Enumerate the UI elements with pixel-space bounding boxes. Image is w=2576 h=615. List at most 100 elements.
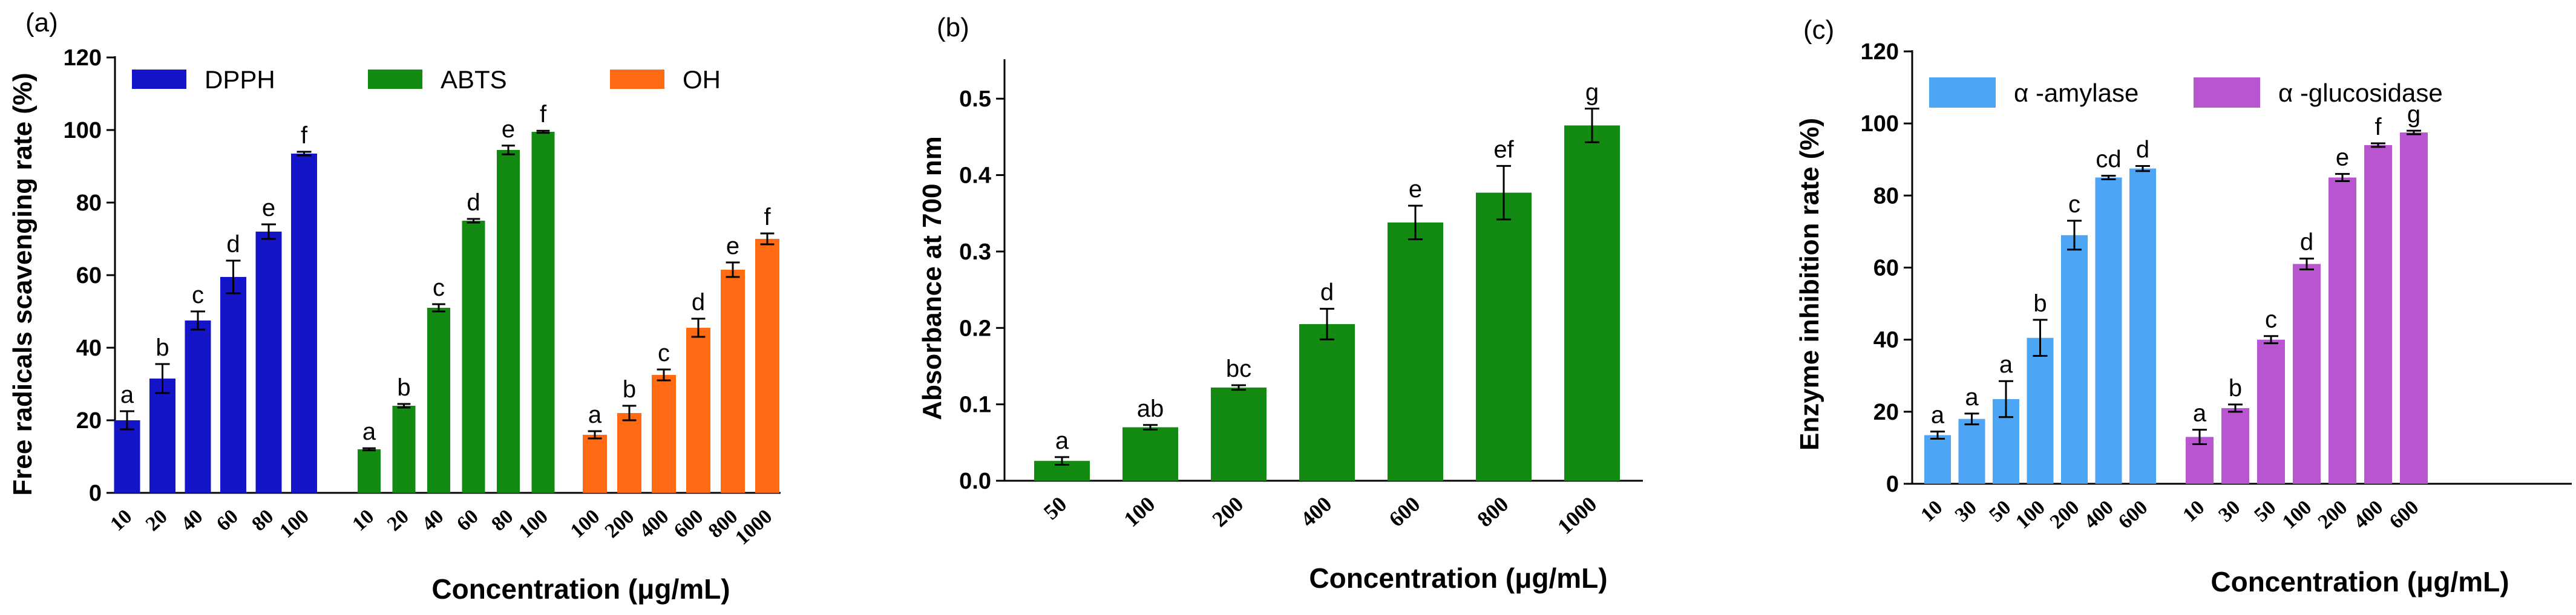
significance-letter: c — [2265, 307, 2277, 333]
x-tick-label: 60 — [453, 505, 483, 535]
significance-letter: e — [726, 233, 739, 259]
x-tick-label: 50 — [1039, 492, 1072, 524]
x-tick-label: 400 — [2350, 496, 2388, 533]
bar — [1564, 125, 1620, 481]
x-tick-label: 100 — [514, 505, 552, 542]
bar — [1299, 324, 1355, 481]
x-tick-label: 200 — [2314, 496, 2352, 533]
bar — [1388, 222, 1443, 481]
y-tick-label: 60 — [76, 263, 102, 288]
significance-letter: d — [2136, 136, 2149, 163]
panel-a: (a) Free radicals scavenging rate (%) Co… — [8, 8, 781, 605]
y-tick-label: 0.4 — [959, 163, 991, 189]
significance-letter: f — [540, 101, 547, 128]
panel-a-label: (a) — [25, 8, 58, 37]
bar — [149, 379, 175, 493]
bar — [114, 420, 140, 493]
bar — [497, 150, 520, 493]
legend-swatch — [2194, 77, 2260, 108]
legend-label: ABTS — [441, 65, 507, 94]
y-tick-label: 100 — [64, 118, 102, 143]
bar — [1958, 418, 1985, 484]
panel-c-xlabel: Concentration (μg/mL) — [2211, 566, 2509, 597]
y-tick-label: 0.1 — [959, 392, 991, 418]
significance-letter: a — [2193, 400, 2207, 427]
y-tick-label: 0 — [1886, 472, 1899, 497]
x-tick-label: 20 — [383, 505, 413, 535]
significance-letter: f — [2374, 114, 2382, 140]
x-tick-label: 40 — [177, 505, 207, 535]
bar — [2364, 145, 2392, 484]
x-tick-label: 200 — [1207, 492, 1248, 532]
x-tick-label: 1000 — [1553, 492, 1601, 539]
bar — [2329, 177, 2356, 484]
x-tick-label: 100 — [1119, 492, 1159, 532]
x-tick-label: 60 — [212, 505, 243, 535]
legend-swatch — [1929, 77, 1996, 108]
panel-b-ylabel: Absorbance at 700 nm — [917, 136, 947, 420]
y-tick-label: 120 — [1861, 39, 1899, 65]
significance-letter: ef — [1493, 136, 1514, 163]
legend-label: α -amylase — [2014, 79, 2138, 107]
x-tick-label: 50 — [1985, 496, 2015, 526]
y-tick-label: 0.0 — [959, 469, 991, 494]
bar — [583, 435, 607, 493]
significance-letter: e — [2336, 145, 2349, 171]
x-tick-label: 600 — [2385, 496, 2424, 533]
x-tick-label: 1000 — [731, 505, 776, 549]
bar — [2257, 339, 2285, 484]
x-tick-label: 100 — [2278, 496, 2316, 533]
bar — [462, 221, 485, 493]
x-tick-label: 600 — [1384, 492, 1424, 532]
x-tick-label: 200 — [601, 505, 639, 542]
bar — [2129, 168, 2156, 484]
legend-label: OH — [683, 65, 721, 94]
significance-letter: b — [2033, 290, 2047, 317]
bar — [392, 406, 416, 493]
y-tick-label: 100 — [1861, 111, 1899, 137]
y-tick-label: 120 — [64, 45, 102, 71]
significance-letter: a — [1055, 428, 1069, 454]
significance-letter: a — [120, 382, 134, 408]
bar — [1122, 427, 1178, 481]
y-tick-label: 80 — [76, 190, 102, 216]
significance-letter: a — [588, 402, 602, 428]
bar — [652, 375, 676, 493]
significance-letter: a — [1965, 384, 1979, 411]
legend-swatch — [610, 70, 664, 89]
bar — [185, 321, 211, 493]
significance-letter: d — [226, 231, 240, 258]
x-tick-label: 100 — [275, 505, 313, 542]
x-tick-label: 30 — [1951, 496, 1981, 526]
significance-letter: e — [502, 116, 515, 143]
bar — [686, 328, 710, 493]
x-tick-label: 600 — [2114, 496, 2152, 533]
significance-letter: c — [433, 275, 445, 301]
bar — [427, 308, 450, 493]
legend-label: α -glucosidase — [2278, 79, 2443, 107]
x-tick-label: 100 — [566, 505, 605, 542]
significance-letter: g — [2407, 101, 2420, 128]
x-tick-label: 400 — [2080, 496, 2118, 533]
bar — [1476, 192, 1532, 481]
significance-letter: b — [156, 334, 169, 361]
significance-letter: a — [362, 418, 376, 445]
legend-swatch — [132, 70, 186, 89]
significance-letter: cd — [2096, 146, 2121, 173]
x-tick-label: 30 — [2214, 496, 2244, 526]
x-tick-label: 100 — [2011, 496, 2050, 533]
bar — [2095, 177, 2122, 484]
y-tick-label: 20 — [1873, 400, 1899, 425]
bar — [220, 277, 246, 493]
significance-letter: f — [301, 122, 308, 149]
bar — [1211, 387, 1267, 481]
x-tick-label: 80 — [487, 505, 517, 535]
significance-letter: g — [1585, 79, 1599, 106]
bar — [2027, 337, 2054, 484]
y-tick-label: 40 — [76, 336, 102, 361]
x-tick-label: 40 — [418, 505, 448, 535]
significance-letter: d — [692, 289, 705, 316]
bar — [2061, 235, 2088, 484]
panel-b-label: (b) — [937, 13, 969, 42]
